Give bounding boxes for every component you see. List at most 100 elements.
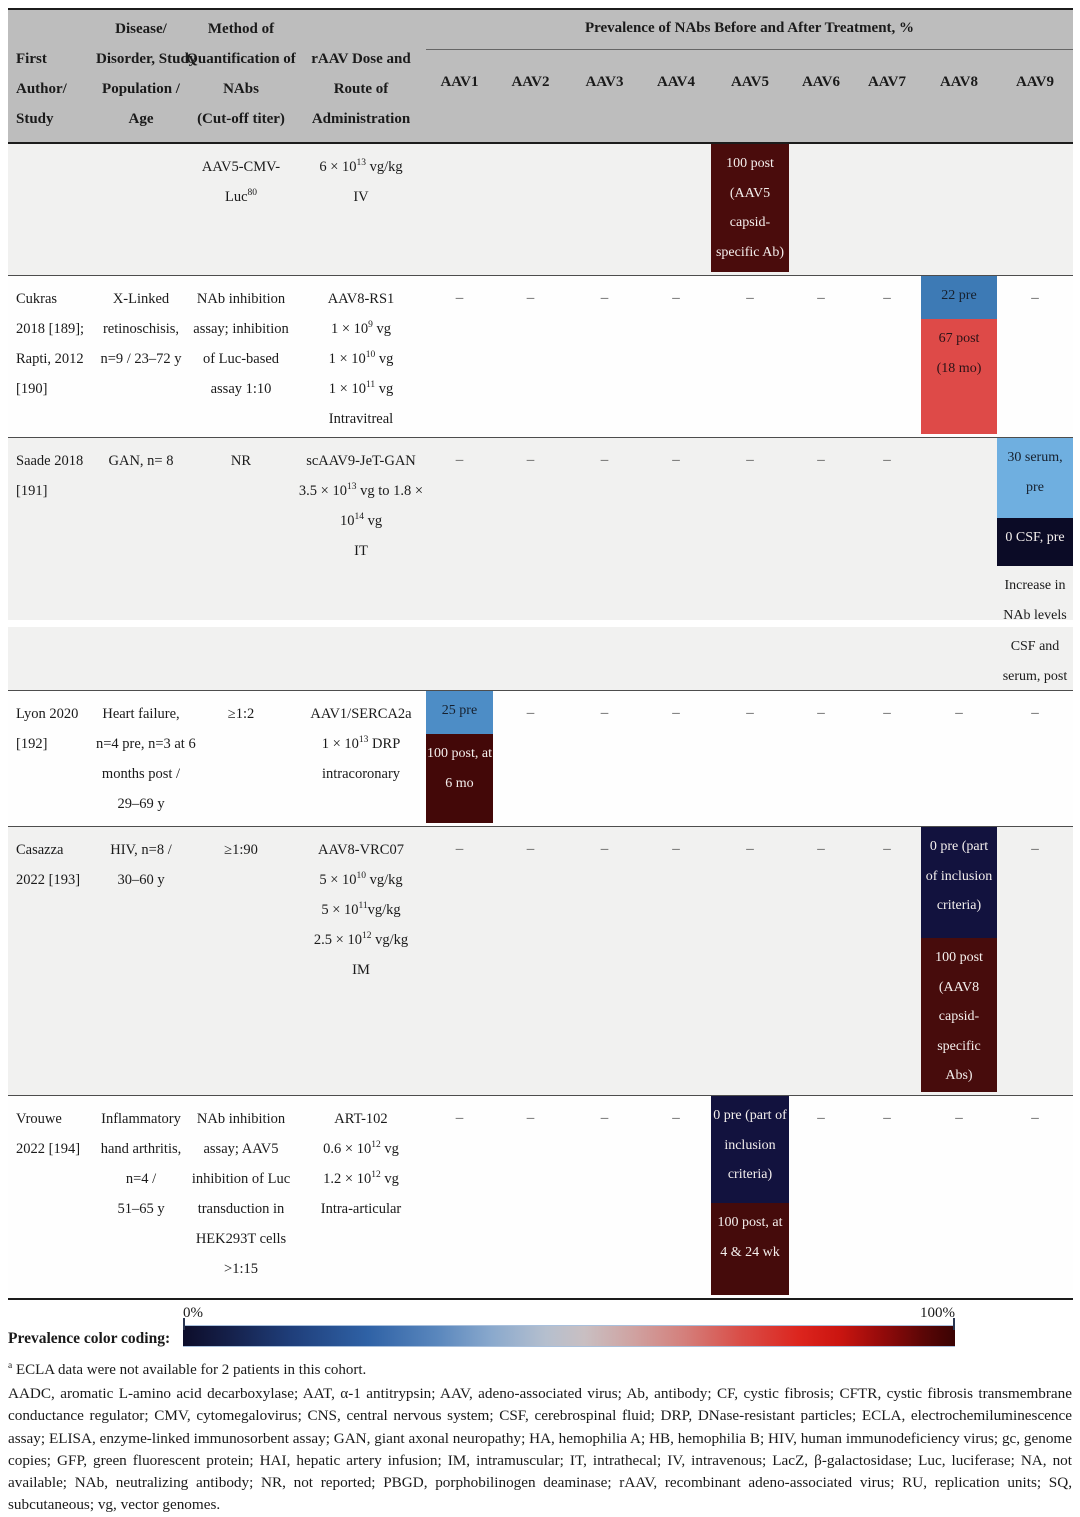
text-line: ≥1:90: [224, 842, 258, 858]
prevalence-cell-aav5: 0 pre (part of inclusion criteria) 100 post…: [711, 1096, 789, 1295]
serotype-header-aav1: AAV1: [440, 74, 479, 90]
table-row: AAV5-CMV- Luc80 6 × 1013 vg/kg IV 100 post (A…: [8, 144, 1073, 275]
header-line: Study: [16, 111, 54, 127]
prevalence-segment: 100 post, at 6 mo: [426, 734, 493, 823]
no-data-dash: –: [883, 1110, 891, 1126]
cell-method-quantification: AAV5-CMV- Luc80: [186, 144, 296, 275]
cell-dose-route: [296, 627, 426, 691]
text-line: retinoschisis,: [102, 321, 180, 337]
no-data-dash: –: [883, 705, 891, 721]
no-data-dash: –: [817, 841, 825, 857]
prevalence-column-aav3: –: [568, 1096, 641, 1298]
header-line: Route of: [333, 81, 389, 97]
segment-line: 4 & 24 wk: [720, 1244, 780, 1260]
table-row: Cukras 2018 [189]; Rapti, 2012 [190] X-Linke…: [8, 275, 1073, 437]
no-data-dash: –: [1031, 705, 1039, 721]
prevalence-column-aav5: –: [711, 827, 789, 1095]
prevalence-column-aav8: [921, 627, 997, 691]
cell-disease-population: HIV, n=8 / 30–60 y: [96, 827, 186, 1095]
prevalence-column-aav1: 25 pre 100 post, at 6 mo: [426, 691, 493, 826]
header-line: Age: [128, 111, 154, 127]
text-line: Heart failure,: [102, 706, 180, 722]
cell-disease-population: GAN, n= 8: [96, 438, 186, 630]
text-line: GAN, n= 8: [108, 453, 174, 469]
prevalence-column-aav9: CSF and serum, post: [997, 627, 1073, 691]
serotype-header-aav4: AAV4: [656, 74, 696, 90]
text-line: IM: [352, 962, 370, 978]
prevalence-column-aav5: [711, 627, 789, 691]
cell-author-study: [8, 144, 96, 275]
header-line: NAbs: [223, 81, 259, 97]
serotype-header-aav7: AAV7: [867, 74, 907, 90]
text-line: Cukras: [16, 291, 58, 307]
prevalence-segment: 100 post (AAV8 capsid-specific Abs): [921, 938, 997, 1092]
scale-min-label: 0%: [183, 1305, 203, 1321]
prevalence-column-aav7: –: [853, 438, 921, 630]
header-line: Disorder, Study: [96, 51, 197, 67]
prevalence-column-aav6: [789, 627, 853, 691]
serotype-header-aav2: AAV2: [511, 74, 550, 90]
prevalence-column-aav6: –: [789, 1096, 853, 1298]
no-data-dash: –: [600, 1110, 609, 1126]
segment-line: 0 pre (part: [929, 839, 989, 854]
header-line: Method of: [207, 21, 275, 37]
text-line: 2022 [193]: [16, 872, 81, 888]
color-scale: 0% 100%: [183, 1304, 955, 1347]
no-data-dash: –: [955, 705, 963, 721]
header-line: First: [16, 51, 47, 67]
prevalence-cell-aav8: 22 pre 67 post (18 mo): [921, 276, 997, 434]
prevalence-segment: 100 post, at 4 & 24 wk: [711, 1203, 789, 1295]
prevalence-column-aav2: –: [493, 827, 568, 1095]
cell-disease-population: X-Linked retinoschisis, n=9 / 23–72 y: [96, 276, 186, 437]
cell-dose-route: AAV8-VRC07 5 × 1010 vg/kg 5 × 1011vg/kg 2.5…: [296, 827, 426, 1095]
cell-author-study: Saade 2018 [191]: [8, 438, 96, 630]
prevalence-cell-aav5: 100 post (AAV5 capsid-specific Ab): [711, 144, 789, 272]
cell-method-quantification: [186, 627, 296, 691]
segment-line: 0 CSF, pre: [1005, 530, 1065, 545]
footnote-a: a ECLA data were not available for 2 pat…: [8, 1361, 367, 1378]
prevalence-column-aav5: 100 post (AAV5 capsid-specific Ab): [711, 144, 789, 275]
text-line: 1014 vg: [339, 512, 383, 529]
table-header-row: First Author/Study Disease/Disorder, Stud…: [8, 10, 1073, 144]
text-line: n=4 pre, n=3 at 6: [96, 736, 196, 752]
color-gradient-bar: [183, 1318, 955, 1347]
prevalence-segment: 0 pre (part of inclusion criteria): [711, 1096, 789, 1203]
header-prevalence-group: Prevalence of NAbs Before and After Trea…: [426, 10, 1073, 142]
prevalence-column-aav7: [853, 627, 921, 691]
text-line: AAV8-VRC07: [318, 842, 404, 858]
serotype-header-aav5: AAV5: [730, 74, 770, 90]
text-line: >1:15: [224, 1261, 258, 1277]
segment-line: pre: [1026, 479, 1044, 495]
header-line: Disease/: [115, 21, 167, 37]
cell-author-study: Lyon 2020 [192]: [8, 691, 96, 826]
cell-disease-population: [96, 627, 186, 691]
text-line: 5 × 1010 vg/kg: [319, 871, 403, 888]
text-line: 6 × 1013 vg/kg: [319, 158, 403, 175]
prevalence-segment: Increase in NAb levels: [997, 566, 1073, 627]
prevalence-column-aav6: –: [789, 438, 853, 630]
segment-line: serum, post: [1002, 668, 1068, 684]
legend-title: Prevalence color coding:: [8, 1330, 171, 1347]
text-line: 0.6 × 1012 vg: [323, 1140, 399, 1157]
prevalence-cell-aav9: 30 serum, pre 0 CSF, pre Increase in NAb lev…: [997, 438, 1073, 627]
text-line: Inflammatory: [101, 1111, 181, 1127]
prevalence-column-aav1: –: [426, 438, 493, 630]
no-data-dash: –: [672, 705, 680, 721]
text-line: Intra-articular: [320, 1201, 402, 1217]
no-data-dash: –: [526, 841, 535, 857]
prevalence-segment: 100 post (AAV5 capsid-specific Ab): [711, 144, 789, 272]
text-line: 1 × 1011 vg: [328, 380, 394, 397]
no-data-dash: –: [526, 452, 535, 468]
cell-disease-population: [96, 144, 186, 275]
text-line: [192]: [16, 736, 48, 752]
text-line: transduction in: [197, 1201, 285, 1217]
header-line: Administration: [311, 111, 411, 127]
prevalence-segment: 67 post (18 mo): [921, 319, 997, 434]
segment-line: capsid-: [729, 215, 771, 230]
text-line: AAV8-RS1: [327, 291, 395, 307]
cell-method-quantification: NR: [186, 438, 296, 630]
prevalence-column-aav4: [641, 627, 711, 691]
prevalence-column-aav3: –: [568, 438, 641, 630]
prevalence-column-aav4: [641, 144, 711, 275]
segment-line: Abs): [945, 1068, 973, 1083]
